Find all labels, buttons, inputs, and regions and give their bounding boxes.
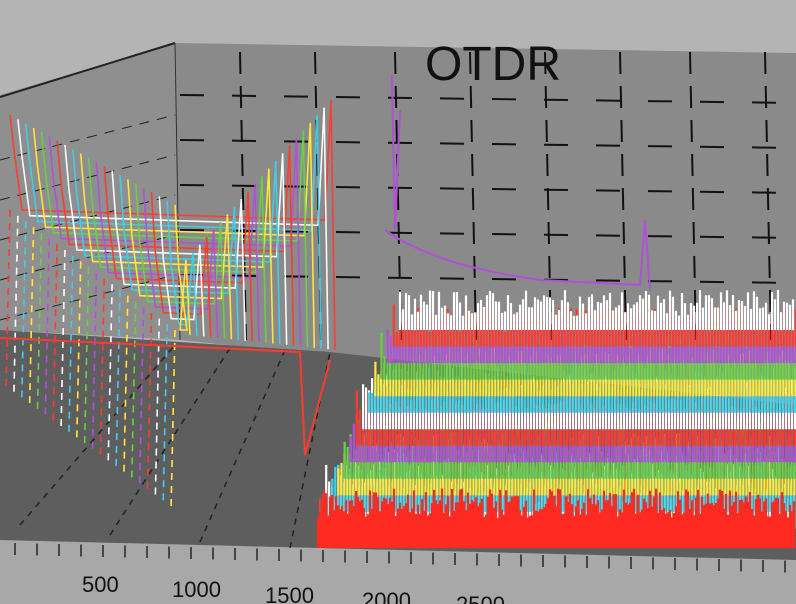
back-wall-grid-vertical — [689, 51, 697, 341]
trace-drop-line — [170, 329, 176, 511]
floor-front-band — [0, 540, 796, 604]
otdr-trace — [111, 170, 247, 341]
back-wall-corner — [174, 42, 181, 341]
trace-drop-line — [20, 221, 27, 402]
noise-floor-band — [398, 290, 795, 330]
back-wall-grid-vertical — [619, 51, 627, 341]
floor-grid-line — [109, 347, 231, 536]
trace-drop-line — [107, 284, 113, 465]
chart-title: OTDR — [425, 38, 561, 91]
back-wall-grid-vertical — [239, 51, 247, 341]
trace-drop-line — [99, 278, 106, 459]
trace-drop-line — [13, 215, 19, 396]
trace-layer — [0, 74, 651, 511]
trace-drop-line — [44, 238, 51, 419]
otdr-trace — [32, 122, 316, 348]
otdr-trace — [134, 183, 226, 339]
trace-drop-line — [75, 261, 82, 442]
otdr-trace — [119, 174, 240, 341]
otdr-trace — [166, 200, 198, 336]
red-base-trace — [0, 337, 331, 456]
trace-drop-line — [115, 289, 121, 471]
trace-drop-line — [83, 267, 90, 448]
trace-drop-line — [52, 244, 58, 425]
side-wall-grid-line — [0, 234, 176, 281]
trace-drop-line — [130, 301, 137, 482]
back-wall-grid-vertical — [764, 51, 772, 341]
x-tick-label-1500: 1500 — [265, 583, 314, 604]
back-wall-grid-vertical — [469, 51, 477, 341]
otdr-trace — [95, 162, 260, 343]
x-tick-label-2500: 2500 — [456, 592, 505, 604]
trace-drop-line — [5, 209, 11, 391]
otdr-trace — [127, 179, 233, 340]
trace-drop-line — [123, 295, 129, 476]
otdr-trace — [174, 204, 191, 336]
otdr-trace — [103, 166, 253, 342]
side-wall-grid-line — [0, 154, 176, 201]
otdr-trace — [158, 196, 205, 337]
trace-drop-line — [36, 232, 43, 413]
otdr-trace — [72, 149, 281, 345]
otdr-trace — [17, 107, 329, 350]
trace-drop-line — [162, 324, 168, 505]
x-tick-label-500: 500 — [82, 572, 119, 597]
front-noise-band — [316, 488, 796, 548]
otdr-trace — [56, 140, 295, 346]
otdr-trace — [24, 115, 322, 349]
trace-drop-line — [154, 318, 161, 499]
trace-drop-line — [138, 307, 145, 488]
purple-reflection-curve — [384, 219, 651, 291]
otdr-trace — [9, 99, 336, 351]
trace-drop-line — [28, 227, 35, 408]
otdr-trace — [48, 136, 302, 347]
otdr-trace — [40, 130, 309, 348]
trace-drop-line — [68, 255, 74, 436]
otdr-trace — [79, 153, 274, 344]
otdr-trace — [64, 144, 288, 346]
floor-grid-line — [289, 351, 331, 549]
noise-floor-layer — [316, 290, 796, 548]
side-wall-grid-line — [0, 114, 176, 161]
trace-drop-line — [60, 249, 66, 431]
back-wall-top-edge — [0, 42, 176, 98]
side-wall — [0, 43, 180, 340]
trace-drop-line — [91, 272, 98, 453]
x-tick-label-1000: 1000 — [172, 577, 221, 602]
trace-drop-line — [146, 312, 153, 493]
purple-peak — [391, 74, 401, 231]
floor-grid-line — [19, 344, 176, 526]
x-tick-label-2000: 2000 — [362, 588, 411, 604]
x-axis-tick-labels: 500 1000 1500 2000 2500 — [82, 572, 505, 604]
